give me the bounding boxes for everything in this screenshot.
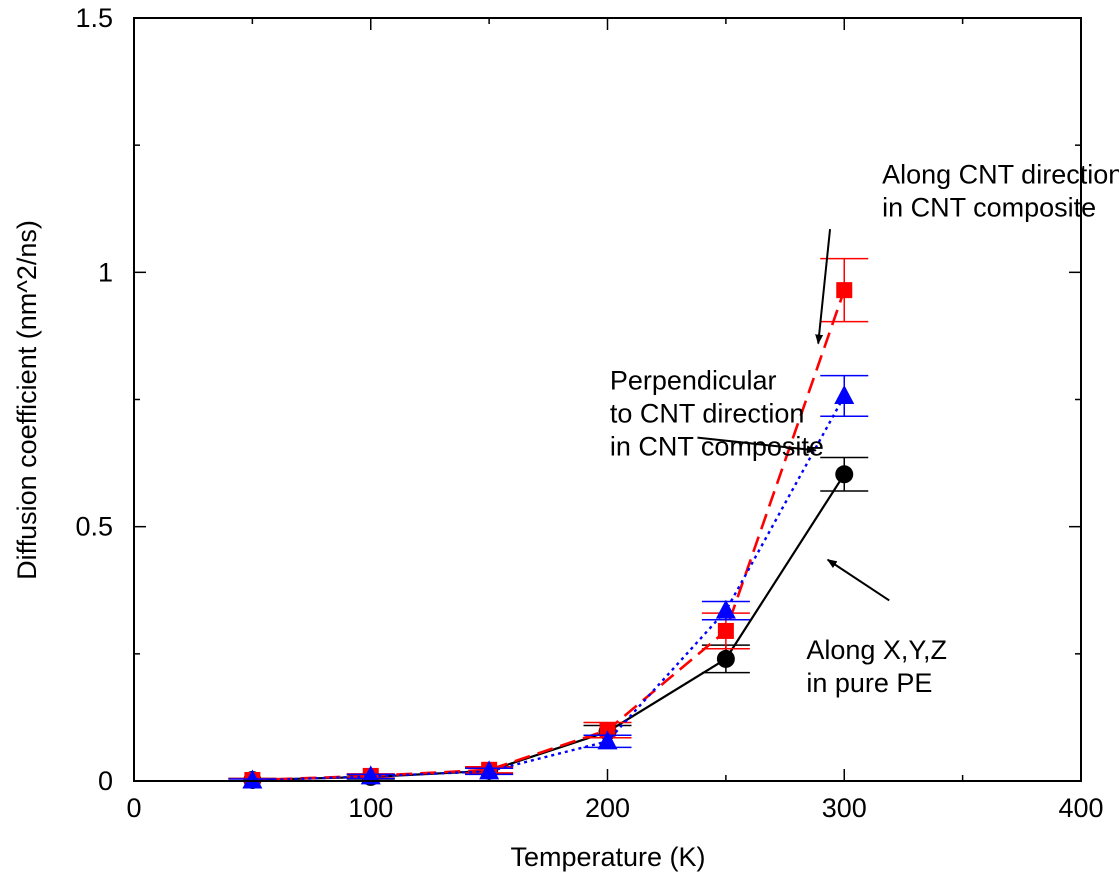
data-point-along_cnt xyxy=(836,282,853,299)
data-point-along_cnt xyxy=(717,622,734,639)
annotation-arrow xyxy=(826,558,890,602)
series-layer xyxy=(228,257,869,789)
data-point-perp_cnt xyxy=(479,760,500,780)
annotation-arrow xyxy=(697,436,817,454)
x-tick-label: 100 xyxy=(348,793,393,823)
y-tick-label: 1.5 xyxy=(75,3,113,33)
x-tick-label: 0 xyxy=(126,793,141,823)
annotation-text: in CNT composite xyxy=(882,192,1096,222)
y-axis-label: Diffusion coefficient (nm^2/ns) xyxy=(12,220,42,580)
data-point-perp_cnt xyxy=(715,599,736,619)
series-pe xyxy=(228,456,869,789)
annotation-text: in CNT composite xyxy=(610,431,824,461)
data-point-perp_cnt xyxy=(597,730,618,750)
data-point-perp_cnt xyxy=(360,765,381,785)
data-point-pe xyxy=(835,465,854,484)
annotation-text: Perpendicular xyxy=(610,365,777,395)
annotation-text: Along CNT direction xyxy=(882,159,1119,189)
data-point-perp_cnt xyxy=(834,384,855,404)
y-tick-label: 1 xyxy=(98,257,113,287)
annotation-text: to CNT direction xyxy=(610,398,805,428)
plot-frame xyxy=(133,17,1082,782)
series-line-pe xyxy=(252,473,846,782)
x-axis-label: Temperature (K) xyxy=(510,842,705,872)
x-tick-label: 300 xyxy=(822,793,867,823)
series-line-along_cnt xyxy=(252,289,846,782)
y-tick-label: 0 xyxy=(98,766,113,796)
data-point-along_cnt xyxy=(599,722,616,739)
annotation-pure: Along X,Y,Zin pure PE xyxy=(806,558,947,698)
annotation-text: Along X,Y,Z xyxy=(806,635,947,665)
x-tick-label: 200 xyxy=(585,793,630,823)
x-tick-label: 400 xyxy=(1058,793,1103,823)
annotation-text: in pure PE xyxy=(806,668,932,698)
data-point-perp_cnt xyxy=(242,769,263,789)
series-line-perp_cnt xyxy=(252,395,846,782)
y-tick-label: 0.5 xyxy=(75,512,113,542)
tick-layer: 0 100 200 300 400 0 0.5 1 1.5 xyxy=(75,3,1103,823)
series-along_cnt xyxy=(228,257,869,788)
data-point-pe xyxy=(716,649,735,668)
annotation-arrow xyxy=(815,228,832,345)
